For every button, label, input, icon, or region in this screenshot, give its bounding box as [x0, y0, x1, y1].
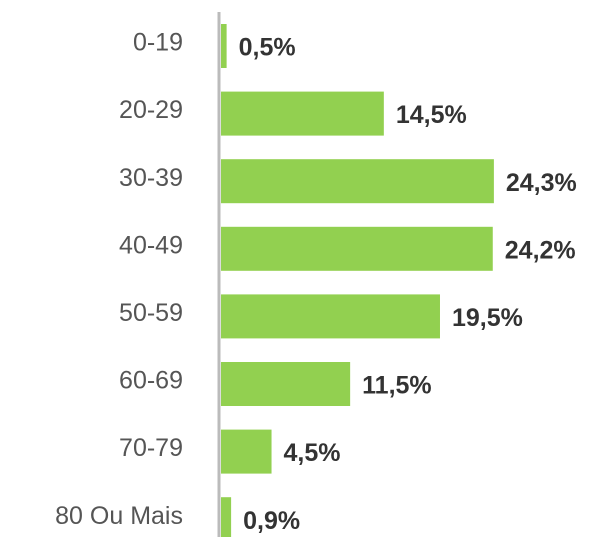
bar	[221, 159, 494, 204]
category-label: 30-39	[119, 164, 183, 192]
category-label: 80 Ou Mais	[55, 502, 183, 530]
value-label: 24,2%	[505, 236, 576, 264]
bar	[221, 294, 440, 339]
bar	[221, 91, 384, 136]
category-label: 70-79	[119, 434, 183, 462]
value-label: 11,5%	[362, 372, 432, 400]
bar	[221, 497, 232, 537]
bar	[221, 362, 351, 406]
bar	[221, 429, 272, 474]
value-label: 4,5%	[284, 439, 341, 467]
value-label: 14,5%	[396, 101, 467, 129]
value-label: 19,5%	[452, 304, 523, 332]
value-label: 24,3%	[506, 169, 577, 197]
category-label: 50-59	[119, 299, 183, 327]
bar	[221, 24, 227, 68]
category-label: 40-49	[119, 231, 183, 259]
category-label: 60-69	[119, 367, 183, 395]
category-label: 20-29	[119, 96, 183, 124]
value-label: 0,9%	[243, 507, 300, 535]
category-label: 0-19	[133, 29, 183, 57]
bar	[221, 226, 493, 271]
value-label: 0,5%	[239, 34, 296, 62]
